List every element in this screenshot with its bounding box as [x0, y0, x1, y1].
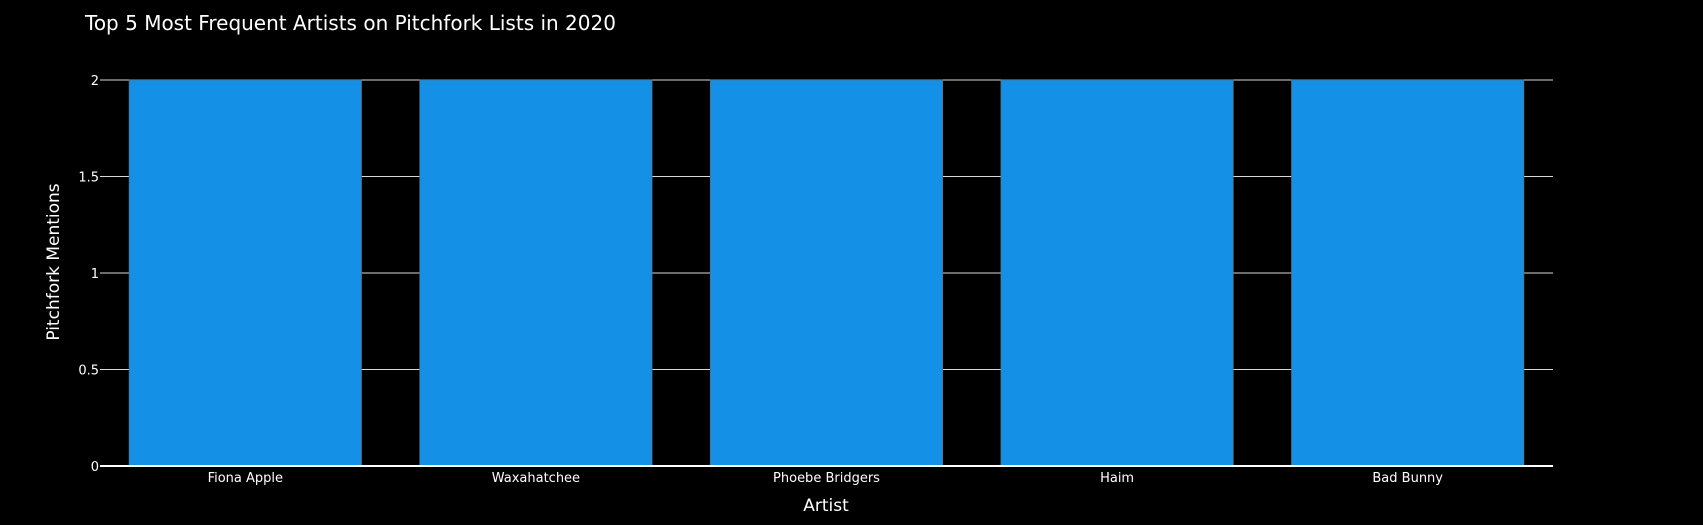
x-tick-label: Waxahatchee — [492, 471, 580, 486]
x-tick-label: Fiona Apple — [208, 471, 283, 486]
x-axis-title: Artist — [803, 496, 849, 516]
x-tick-label: Phoebe Bridgers — [773, 471, 880, 486]
bar-haim[interactable] — [1000, 79, 1234, 467]
y-tick-label: 1.5 — [78, 171, 99, 186]
bar-phoebe-bridgers[interactable] — [709, 79, 944, 467]
bar-waxahatchee[interactable] — [419, 79, 653, 467]
y-tick-label: 2 — [91, 74, 99, 89]
y-tick-label: 0 — [91, 460, 99, 475]
bar-bad-bunny[interactable] — [1291, 79, 1525, 467]
chart-title: Top 5 Most Frequent Artists on Pitchfork… — [84, 11, 616, 35]
x-axis-ticks: Fiona Apple Waxahatchee Phoebe Bridgers Hai… — [208, 471, 1444, 486]
y-axis-ticks: 0 0.5 1 1.5 2 — [78, 74, 99, 475]
x-tick-label: Bad Bunny — [1372, 471, 1443, 486]
y-axis-title: Pitchfork Mentions — [44, 183, 64, 340]
y-tick-label: 0.5 — [78, 364, 99, 379]
bars — [128, 79, 1525, 467]
x-tick-label: Haim — [1100, 471, 1134, 486]
bar-fiona-apple[interactable] — [128, 79, 362, 467]
y-tick-label: 1 — [91, 267, 99, 282]
